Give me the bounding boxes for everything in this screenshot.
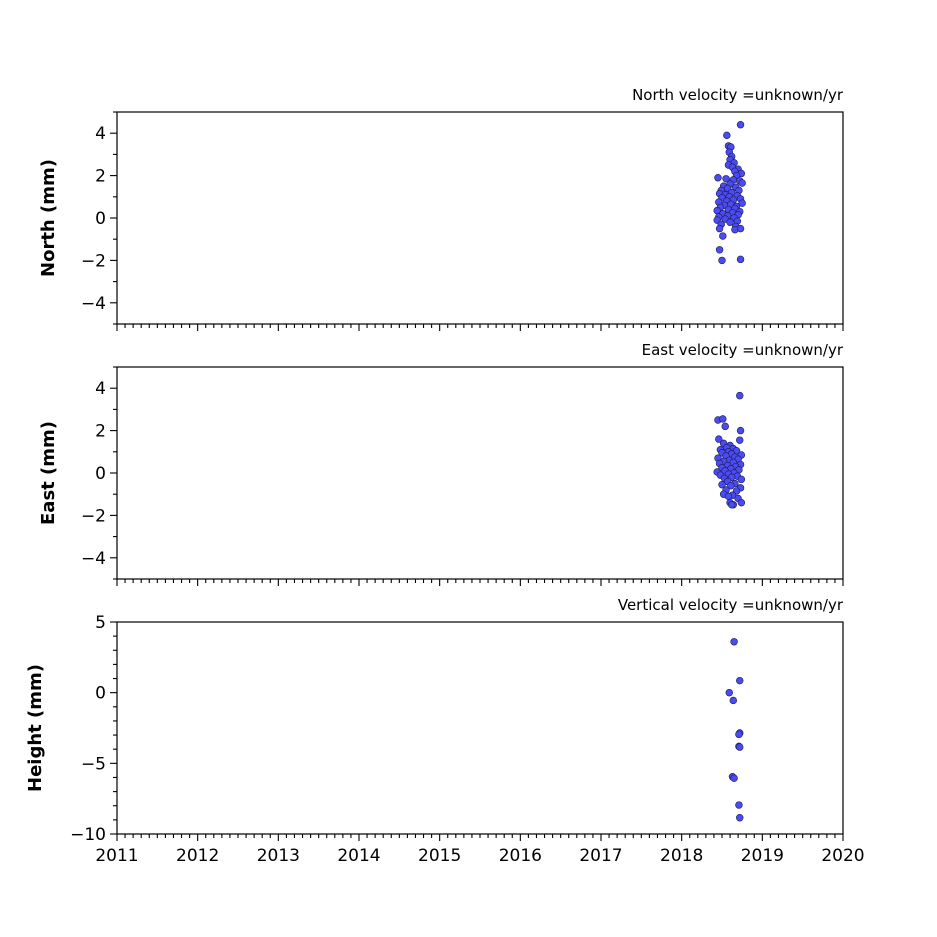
north-data-point <box>726 218 734 226</box>
east-data-point <box>718 480 726 489</box>
north-data-point <box>738 199 746 207</box>
height-data-point <box>725 688 733 697</box>
height-y-tick-label: −5 <box>81 754 106 774</box>
height-x-tick-label: 2012 <box>176 846 219 866</box>
east-data-point <box>736 391 744 400</box>
east-y-tick-label: 4 <box>95 379 106 399</box>
height-y-tick-label: 0 <box>95 684 106 704</box>
height-x-tick-label: 2017 <box>579 846 622 866</box>
height-y-tick-label: 5 <box>95 613 106 633</box>
height-data-points <box>725 638 744 822</box>
height-x-tick-label: 2018 <box>660 846 703 866</box>
east-data-point <box>737 475 746 484</box>
height-data-point <box>736 676 744 685</box>
height-data-point <box>729 696 737 705</box>
north-data-point <box>736 255 745 264</box>
east-data-point <box>715 435 723 443</box>
north-plot-frame <box>116 111 844 325</box>
east-panel-title: East velocity =unknown/yr <box>642 341 844 359</box>
east-plot-frame <box>116 366 844 580</box>
north-panel-title: North velocity =unknown/yr <box>632 86 844 104</box>
north-axis-label: North (mm) <box>38 159 59 277</box>
height-x-tick-label: 2013 <box>257 846 300 866</box>
north-y-tick-label: 2 <box>95 167 106 187</box>
height-x-tick-label: 2014 <box>337 846 380 866</box>
north-data-point <box>719 232 727 240</box>
height-panel: Vertical velocity =unknown/yr Height (mm… <box>25 596 865 866</box>
east-data-point <box>727 501 736 509</box>
height-x-tick-label: 2020 <box>821 846 864 866</box>
east-y-tick-label: −4 <box>81 549 106 569</box>
height-y-tick-label: −10 <box>70 825 106 845</box>
height-data-point <box>735 801 743 809</box>
east-data-point <box>719 415 727 423</box>
east-axis-label: East (mm) <box>38 421 59 525</box>
north-data-point <box>722 175 730 183</box>
north-data-point <box>736 121 745 129</box>
east-data-points <box>713 391 746 509</box>
height-data-point <box>730 638 738 646</box>
north-y-tick-label: 4 <box>95 124 106 144</box>
height-x-tick-label: 2019 <box>741 846 784 866</box>
east-data-point <box>727 482 735 490</box>
north-panel: North velocity =unknown/yr North (mm) −4… <box>38 86 844 331</box>
east-y-tick-label: 0 <box>95 464 106 484</box>
north-data-point <box>723 131 731 140</box>
north-data-point <box>715 246 724 254</box>
east-data-point <box>736 426 745 435</box>
height-x-tick-label: 2011 <box>95 846 138 866</box>
east-panel: East velocity =unknown/yr East (mm) −4 −2… <box>38 341 844 586</box>
north-data-point <box>738 179 746 187</box>
east-data-point <box>724 492 733 501</box>
east-y-tick-label: 2 <box>95 422 106 442</box>
east-axis-ticks: −4 −2 0 2 4 <box>81 366 844 586</box>
north-y-tick-label: 0 <box>95 209 106 229</box>
east-data-point <box>736 436 744 444</box>
height-plot-frame <box>116 621 844 835</box>
east-y-tick-label: −2 <box>81 506 106 526</box>
north-data-points <box>713 121 746 265</box>
height-x-tick-label: 2016 <box>499 846 542 866</box>
east-data-point <box>721 422 729 431</box>
north-y-tick-label: −2 <box>81 251 106 271</box>
north-data-point <box>718 256 726 265</box>
height-axis-label: Height (mm) <box>25 664 46 792</box>
height-axis-ticks: 2011 2012 2013 2014 2015 2016 2017 2018 2019 2020… <box>70 613 865 866</box>
height-data-point <box>735 730 743 739</box>
north-data-point <box>736 224 745 233</box>
height-data-point <box>730 774 738 782</box>
height-data-point <box>736 814 744 822</box>
north-data-point <box>715 224 724 233</box>
north-data-point <box>714 174 722 182</box>
height-panel-title: Vertical velocity =unknown/yr <box>618 596 844 614</box>
north-axis-ticks: −4 −2 0 2 4 <box>81 111 844 331</box>
height-data-point <box>736 743 744 751</box>
north-y-tick-label: −4 <box>81 294 106 314</box>
height-x-tick-label: 2015 <box>418 846 461 866</box>
east-data-point <box>737 498 746 507</box>
